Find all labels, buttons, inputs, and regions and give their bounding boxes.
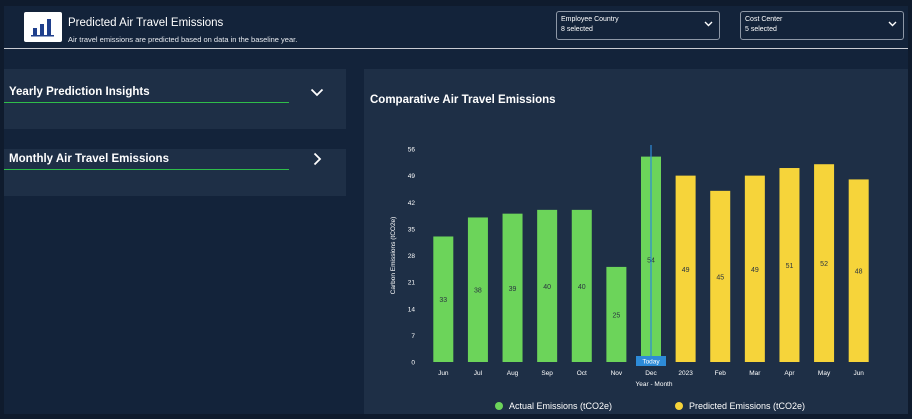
predicted-bar (710, 190, 731, 362)
panel-title: Monthly Air Travel Emissions (9, 153, 169, 165)
y-tick-label: 35 (408, 226, 416, 233)
predicted-bar (675, 175, 696, 362)
x-tick-label: Nov (611, 370, 623, 377)
emissions-bar-chart: 0 7 14 21 28 35 42 49 56 Carbon Emissions (tCO2e)… (390, 145, 869, 388)
today-marker-badge (636, 356, 666, 366)
bar-value-label: 40 (578, 284, 586, 291)
x-tick-label: Aug (507, 370, 519, 377)
legend-swatch-actual (495, 402, 503, 410)
panel-divider (4, 169, 289, 170)
bar-value-label: 49 (751, 267, 759, 274)
bar-chart-icon (24, 12, 62, 42)
employee-country-filter[interactable]: Employee Country 8 selected (556, 11, 720, 40)
cost-center-filter[interactable]: Cost Center 5 selected (740, 11, 904, 40)
dashboard-frame: Predicted Air Travel Emissions Air trave… (4, 6, 908, 414)
predicted-bar (744, 175, 765, 362)
x-tick-label: Oct (577, 370, 587, 377)
x-tick-label: Sep (541, 370, 553, 377)
filter-label: Employee Country (561, 16, 619, 23)
today-marker-label: Today (642, 359, 660, 366)
y-tick-label: 7 (411, 333, 415, 340)
yearly-prediction-insights-panel[interactable]: Yearly Prediction Insights (4, 69, 346, 129)
filter-value: 5 selected (745, 26, 777, 33)
actual-bar (606, 266, 627, 362)
bar-value-label: 48 (855, 269, 863, 276)
chart-title: Comparative Air Travel Emissions (370, 94, 556, 106)
y-tick-label: 42 (408, 200, 416, 207)
actual-bar (433, 236, 454, 362)
x-tick-label: Jun (853, 370, 864, 377)
predicted-bar (779, 168, 800, 362)
x-tick-label: Apr (784, 370, 795, 377)
monthly-air-travel-emissions-panel[interactable]: Monthly Air Travel Emissions (4, 149, 346, 196)
panel-title: Yearly Prediction Insights (9, 86, 150, 98)
app-title: Predicted Air Travel Emissions (68, 17, 224, 29)
x-tick-label: Jul (474, 370, 483, 377)
filter-value: 8 selected (561, 26, 593, 33)
legend-label: Actual Emissions (tCO2e) (509, 401, 613, 411)
x-tick-label: Dec (645, 370, 657, 377)
x-tick-label: May (818, 370, 831, 377)
bar-value-label: 45 (716, 274, 724, 281)
y-tick-label: 56 (408, 147, 416, 154)
legend-predicted[interactable]: Predicted Emissions (tCO2e) (675, 401, 805, 411)
panel-divider (4, 102, 289, 103)
x-tick-label: Jun (438, 370, 449, 377)
bar-value-label: 39 (509, 286, 517, 293)
x-tick-label: 2023 (678, 370, 693, 377)
legend-actual[interactable]: Actual Emissions (tCO2e) (495, 401, 612, 411)
comparative-emissions-chart-panel: Comparative Air Travel Emissions 0 7 14 21 2… (364, 69, 908, 414)
bar-value-label: 33 (439, 297, 447, 304)
bar-value-label: 49 (682, 267, 690, 274)
chevron-right-icon[interactable] (313, 152, 322, 166)
x-axis-label: Year - Month (636, 381, 673, 388)
actual-bar (537, 209, 558, 362)
chevron-down-icon (888, 21, 897, 27)
x-tick-label: Mar (749, 370, 761, 377)
y-tick-label: 14 (408, 306, 416, 313)
y-tick-label: 28 (408, 253, 416, 260)
y-tick-label: 49 (408, 173, 416, 180)
chevron-down-icon (704, 21, 713, 27)
actual-bar (467, 217, 488, 362)
legend-label: Predicted Emissions (tCO2e) (689, 401, 806, 411)
y-tick-label: 21 (408, 280, 416, 287)
actual-bar (502, 213, 523, 362)
actual-bar (571, 209, 592, 362)
y-axis-label: Carbon Emissions (tCO2e) (390, 217, 397, 295)
header-bar: Predicted Air Travel Emissions Air trave… (4, 6, 908, 49)
bar-value-label: 40 (543, 284, 551, 291)
predicted-bar (814, 164, 835, 362)
bar-value-label: 38 (474, 288, 482, 295)
predicted-bar (848, 179, 869, 362)
x-tick-label: Feb (715, 370, 727, 377)
app-subtitle: Air travel emissions are predicted based… (68, 35, 298, 44)
bar-value-label: 25 (612, 312, 620, 319)
y-tick-label: 0 (411, 360, 415, 367)
legend-swatch-predicted (675, 402, 683, 410)
filter-label: Cost Center (745, 16, 783, 23)
bar-value-label: 51 (786, 263, 794, 270)
chevron-down-icon[interactable] (310, 88, 324, 97)
bar-value-label: 52 (820, 261, 828, 268)
